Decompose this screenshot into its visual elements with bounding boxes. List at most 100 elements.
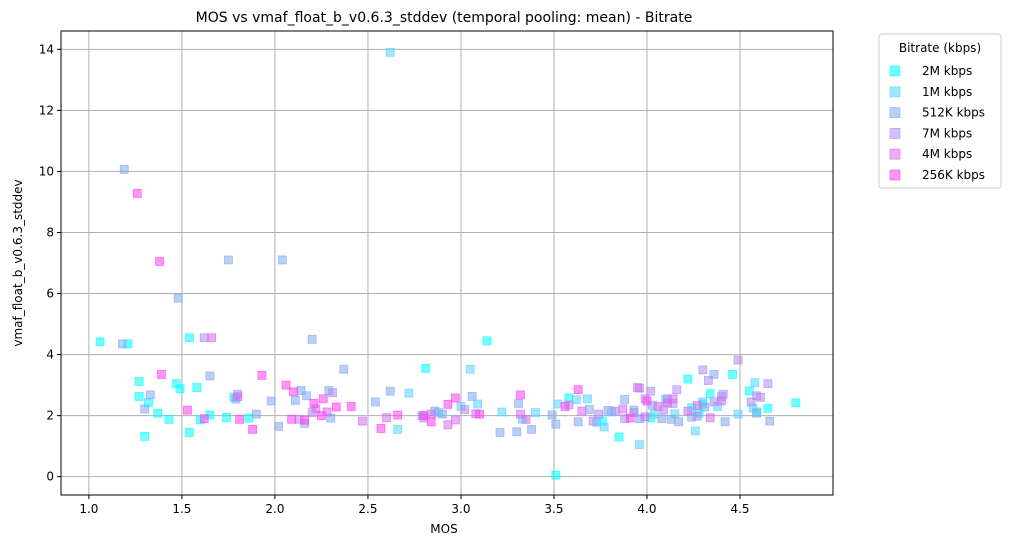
data-point xyxy=(318,394,328,404)
data-point xyxy=(331,402,341,412)
data-point xyxy=(248,424,258,434)
data-point xyxy=(385,386,395,396)
data-point xyxy=(588,416,598,426)
plot-frame xyxy=(60,30,834,496)
data-point xyxy=(666,414,676,424)
data-point xyxy=(184,333,194,343)
data-point xyxy=(635,440,644,450)
data-point xyxy=(625,413,635,423)
data-point xyxy=(244,413,254,423)
data-point xyxy=(610,406,620,416)
data-point xyxy=(746,397,756,407)
data-point xyxy=(450,393,460,403)
data-point xyxy=(750,378,760,388)
x-tick-label: 1.0 xyxy=(79,502,98,516)
data-point xyxy=(705,389,715,399)
data-point xyxy=(514,399,524,408)
data-point xyxy=(668,394,678,404)
data-point xyxy=(157,370,166,379)
data-point xyxy=(145,390,155,400)
data-point xyxy=(317,411,326,421)
data-point xyxy=(752,408,762,418)
grid-lines xyxy=(61,31,833,495)
data-point xyxy=(175,384,185,394)
data-point xyxy=(155,257,164,266)
data-point xyxy=(404,388,414,398)
data-point xyxy=(573,385,583,395)
y-axis-ticks: 0 2 4 6 8 10 12 14 xyxy=(39,42,61,484)
data-point xyxy=(460,405,470,414)
data-point xyxy=(222,413,231,422)
data-point xyxy=(475,409,484,419)
legend-marker xyxy=(889,127,901,139)
data-point xyxy=(266,396,276,406)
y-tick-label: 2 xyxy=(46,409,54,423)
data-point xyxy=(277,255,287,265)
data-point xyxy=(495,428,505,437)
x-tick-label: 4.5 xyxy=(730,502,749,516)
data-point xyxy=(657,414,667,424)
data-point xyxy=(705,413,715,423)
data-point xyxy=(183,405,192,415)
data-point xyxy=(140,431,150,441)
legend-marker xyxy=(889,169,901,181)
legend-marker xyxy=(889,65,901,77)
data-point xyxy=(672,385,682,395)
data-points xyxy=(95,47,801,480)
data-point xyxy=(756,392,765,402)
data-point xyxy=(744,386,754,396)
y-tick-label: 8 xyxy=(46,225,54,239)
data-point xyxy=(642,396,652,406)
data-point xyxy=(551,470,561,480)
data-point xyxy=(307,334,317,344)
data-point xyxy=(205,371,215,381)
legend-label: 256K kbps xyxy=(922,168,985,182)
data-point xyxy=(618,404,628,414)
data-point xyxy=(583,394,592,404)
data-point xyxy=(530,408,540,417)
series-1m-kbps xyxy=(385,47,760,450)
legend-marker xyxy=(889,107,901,118)
data-point xyxy=(289,387,298,397)
data-point xyxy=(421,363,431,373)
data-point xyxy=(594,409,604,419)
data-point xyxy=(709,370,719,379)
data-point xyxy=(716,396,726,406)
data-point xyxy=(376,424,386,433)
data-point xyxy=(370,397,380,407)
legend-box xyxy=(878,33,1002,189)
y-axis-label: vmaf_float_b_v0.6.3_stddev xyxy=(11,179,25,346)
data-point xyxy=(763,403,773,413)
data-point xyxy=(497,407,507,417)
data-point xyxy=(290,395,300,405)
data-point xyxy=(164,414,174,424)
data-point xyxy=(450,415,460,425)
data-point xyxy=(733,355,743,365)
x-axis-label: MOS xyxy=(430,522,457,536)
data-point xyxy=(309,399,319,408)
y-tick-label: 0 xyxy=(46,470,54,484)
data-point xyxy=(117,339,127,349)
data-point xyxy=(199,414,209,424)
data-point xyxy=(683,374,693,384)
data-point xyxy=(382,413,391,423)
legend: Bitrate (kbps) 2M kbps 1M kbps 512K kbps 7M… xyxy=(878,33,1002,189)
data-point xyxy=(95,337,105,347)
data-point xyxy=(134,377,144,386)
data-point xyxy=(443,399,453,409)
data-point xyxy=(765,416,775,426)
data-point xyxy=(653,402,663,411)
data-point xyxy=(257,370,267,380)
data-point xyxy=(467,391,477,401)
data-point xyxy=(573,417,583,427)
data-point xyxy=(527,424,537,434)
data-point xyxy=(251,409,261,419)
x-tick-label: 3.0 xyxy=(451,502,470,516)
data-point xyxy=(763,379,773,388)
series-256k-kbps xyxy=(132,188,652,434)
data-point xyxy=(516,409,525,419)
data-point xyxy=(339,364,349,374)
data-point xyxy=(650,409,659,419)
data-point xyxy=(603,406,613,415)
